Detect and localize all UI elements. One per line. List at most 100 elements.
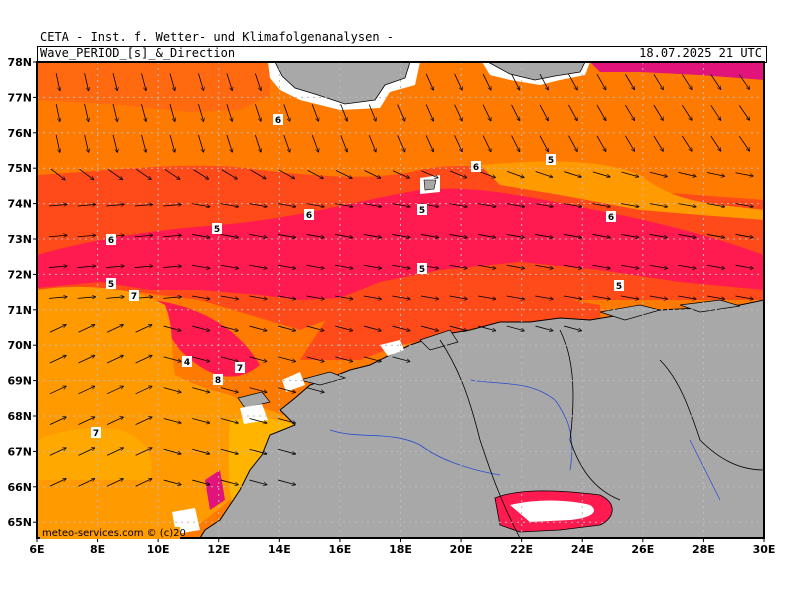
- lon-tick-label: 16E: [329, 543, 352, 556]
- period-low-patch: [205, 470, 225, 510]
- direction-arrow: [192, 356, 209, 362]
- direction-arrow: [649, 264, 668, 268]
- direction-arrow: [112, 73, 117, 90]
- lon-tick-label: 22E: [510, 543, 533, 556]
- svg-text:5: 5: [419, 265, 425, 275]
- direction-arrow: [78, 448, 94, 456]
- bear-island: [423, 179, 437, 191]
- svg-text:6: 6: [473, 163, 479, 173]
- period-low-north: [590, 62, 764, 80]
- direction-arrow: [169, 73, 175, 90]
- direction-arrow: [340, 135, 348, 152]
- direction-arrow: [49, 386, 66, 395]
- direction-arrow: [710, 74, 721, 89]
- direction-arrow: [364, 170, 380, 179]
- lat-tick-label: 71N: [7, 304, 32, 317]
- direction-arrow: [621, 203, 639, 207]
- direction-arrow: [311, 104, 318, 121]
- direction-arrow: [363, 264, 382, 268]
- direction-arrow: [592, 295, 611, 299]
- direction-arrow: [198, 104, 203, 121]
- lon-tick-label: 12E: [207, 543, 230, 556]
- direction-arrow: [249, 234, 267, 237]
- direction-arrow: [482, 135, 491, 152]
- direction-arrow: [106, 297, 124, 299]
- direction-arrow: [706, 172, 725, 177]
- direction-arrow: [278, 325, 295, 331]
- direction-arrow: [392, 234, 410, 237]
- direction-arrow: [568, 104, 577, 121]
- direction-arrow: [478, 234, 496, 237]
- direction-arrow: [250, 169, 266, 179]
- direction-arrow: [335, 203, 353, 207]
- map-title: CETA - Inst. f. Wetter- und Klimafolgena…: [40, 30, 395, 44]
- direction-arrow: [278, 418, 295, 423]
- contour-label: 6: [106, 234, 116, 246]
- direction-arrow: [506, 203, 525, 207]
- direction-arrow: [192, 203, 210, 207]
- direction-arrow: [392, 170, 409, 178]
- direction-arrow: [220, 479, 238, 485]
- direction-arrow: [738, 105, 749, 120]
- direction-arrow: [249, 264, 267, 268]
- direction-arrow: [78, 355, 94, 364]
- parameter-subtitle: Wave_PERIOD_[s]_&_Direction: [40, 46, 236, 60]
- direction-arrow: [163, 204, 181, 206]
- direction-arrow: [277, 295, 296, 299]
- direction-arrow: [277, 234, 296, 237]
- direction-arrow: [55, 134, 60, 153]
- direction-arrow: [50, 168, 65, 180]
- direction-arrow: [169, 134, 175, 152]
- direction-arrow: [254, 104, 261, 121]
- svg-text:5: 5: [548, 156, 554, 166]
- direction-arrow: [368, 135, 376, 152]
- direction-arrow: [192, 418, 209, 423]
- direction-arrow: [249, 418, 267, 423]
- direction-arrow: [535, 203, 553, 207]
- direction-arrow: [539, 135, 548, 152]
- island: [679, 299, 741, 313]
- lat-lon-grid: [37, 62, 764, 538]
- direction-arrow: [106, 386, 123, 395]
- direction-arrow: [163, 479, 181, 485]
- border-line: [659, 359, 764, 471]
- direction-arrow: [278, 448, 295, 454]
- direction-arrow: [164, 169, 180, 179]
- island: [599, 304, 662, 321]
- direction-arrow: [706, 203, 725, 207]
- direction-arrow: [653, 135, 663, 151]
- direction-arrow: [421, 170, 439, 178]
- direction-arrow: [392, 325, 410, 331]
- direction-arrow: [78, 479, 94, 487]
- river: [689, 439, 721, 501]
- direction-arrow: [596, 73, 606, 90]
- direction-arrow: [135, 355, 152, 364]
- direction-arrow: [135, 479, 152, 487]
- direction-arrow: [568, 73, 577, 90]
- direction-arrow: [449, 170, 467, 178]
- direction-arrow: [283, 104, 290, 121]
- direction-arrow: [192, 448, 209, 454]
- direction-arrow: [134, 204, 153, 206]
- direction-arrow: [311, 135, 318, 152]
- direction-arrow: [625, 135, 634, 151]
- coast-mask: [380, 340, 404, 356]
- direction-arrow: [49, 355, 66, 364]
- direction-arrow: [226, 134, 232, 152]
- direction-arrow: [335, 170, 352, 178]
- island: [237, 391, 271, 409]
- svg-text:5: 5: [214, 225, 220, 235]
- contour-label: 7: [129, 290, 139, 302]
- direction-arrow: [735, 234, 754, 237]
- lon-tick-label: 20E: [450, 543, 473, 556]
- direction-arrow: [220, 356, 238, 362]
- direction-arrow: [141, 134, 147, 152]
- direction-arrow: [112, 134, 117, 152]
- direction-arrow: [77, 297, 96, 299]
- direction-arrow: [163, 297, 181, 299]
- watermark-bg: [40, 527, 180, 539]
- direction-arrow: [392, 356, 410, 362]
- direction-arrow: [249, 295, 267, 299]
- direction-arrow: [425, 104, 433, 121]
- svg-text:6: 6: [108, 236, 114, 246]
